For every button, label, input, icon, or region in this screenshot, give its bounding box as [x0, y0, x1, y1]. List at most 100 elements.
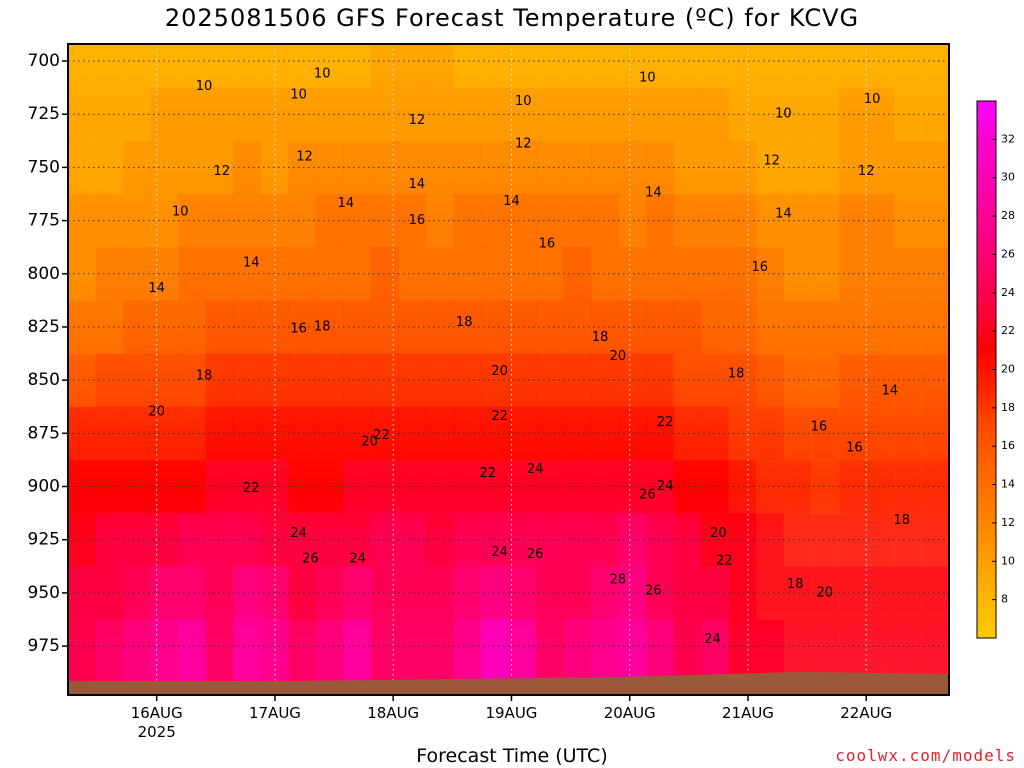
y-tick-label: 700 [28, 51, 60, 71]
contour-label: 28 [610, 573, 627, 588]
y-tick-label: 850 [28, 370, 60, 390]
temperature-cell [398, 566, 427, 621]
temperature-cell [453, 140, 482, 195]
temperature-cell [646, 193, 675, 248]
temperature-cell [453, 513, 482, 567]
temperature-cell [811, 193, 840, 248]
temperature-cell [453, 566, 482, 621]
site-credit[interactable]: coolwx.com/models [835, 746, 1016, 765]
temperature-cell [233, 140, 262, 195]
temperature-cell [646, 87, 675, 142]
temperature-cell [921, 140, 949, 195]
contour-label: 12 [296, 149, 313, 164]
temperature-cell [205, 193, 234, 248]
temperature-cell [68, 44, 97, 89]
temperature-cell [233, 566, 262, 621]
contour-label: 14 [243, 256, 260, 271]
temperature-cell [728, 44, 757, 89]
temperature-cell [811, 513, 840, 567]
temperature-cell [233, 459, 262, 514]
temperature-cell [68, 247, 97, 301]
temperature-cell [288, 247, 317, 301]
temperature-cell [425, 140, 455, 195]
temperature-cell [701, 247, 730, 301]
temperature-cell [591, 193, 620, 248]
temperature-cell [453, 353, 482, 408]
temperature-cell [536, 140, 565, 195]
temperature-cell [315, 406, 344, 461]
temperature-cell [123, 459, 152, 514]
temperature-cell [205, 459, 234, 514]
temperature-cell [315, 353, 344, 408]
temperature-cell [811, 300, 840, 355]
contour-label: 24 [349, 551, 366, 566]
temperature-cell [150, 140, 179, 195]
temperature-cell [591, 44, 620, 89]
y-tick-label: 975 [28, 636, 60, 656]
temperature-cell [508, 353, 537, 408]
contour-label: 16 [409, 213, 426, 228]
temperature-cell [150, 566, 179, 621]
colorbar-tick-label: 24 [1001, 286, 1015, 299]
temperature-cell [233, 44, 262, 89]
temperature-cell [453, 44, 482, 89]
temperature-cell [425, 87, 455, 142]
temperature-cell [370, 87, 399, 142]
contour-label: 18 [314, 320, 331, 335]
temperature-cell [398, 513, 427, 567]
temperature-cell [646, 513, 675, 567]
temperature-cell [288, 140, 317, 195]
temperature-cell [508, 566, 537, 621]
temperature-cell [425, 300, 455, 355]
temperature-cell [370, 44, 399, 89]
temperature-cell [673, 300, 702, 355]
temperature-cell [260, 300, 289, 355]
temperature-cell [205, 44, 234, 89]
temperature-cell [811, 247, 840, 301]
chart-title: 2025081506 GFS Forecast Temperature (ºC)… [164, 4, 860, 32]
y-tick-label: 875 [28, 423, 60, 443]
x-tick-sublabel: 2025 [138, 723, 176, 741]
temperature-cell [150, 193, 179, 248]
temperature-cell [370, 300, 399, 355]
contour-label: 12 [858, 164, 875, 179]
contour-label: 20 [610, 349, 627, 364]
temperature-cell [673, 247, 702, 301]
temperature-cell [728, 87, 757, 142]
contour-label: 10 [172, 205, 189, 220]
temperature-cell [453, 459, 482, 514]
temperature-cell [68, 459, 97, 514]
contour-label: 16 [811, 419, 828, 434]
temperature-cell [398, 406, 427, 461]
temperature-cell [701, 566, 730, 621]
temperature-cell [178, 247, 207, 301]
plot-frame [67, 43, 950, 696]
temperature-cell [288, 566, 317, 621]
temperature-cell [673, 44, 702, 89]
temperature-cell [673, 193, 702, 248]
temperature-cell [370, 247, 399, 301]
temperature-cell [233, 247, 262, 301]
temperature-cell [646, 140, 675, 195]
temperature-cell [205, 300, 234, 355]
temperature-cell [563, 140, 592, 195]
temperature-cell [425, 566, 455, 621]
contour-label: 24 [491, 545, 508, 560]
temperature-cell [756, 44, 785, 89]
temperature-cell [646, 566, 675, 621]
contour-label: 14 [645, 185, 662, 200]
temperature-cell [205, 87, 234, 142]
temperature-cell [508, 300, 537, 355]
temperature-cell [480, 247, 510, 301]
temperature-cell [123, 406, 152, 461]
colorbar-tick-label: 26 [1001, 247, 1015, 260]
temperature-cell [260, 140, 289, 195]
temperature-cell [453, 193, 482, 248]
temperature-cell [866, 300, 895, 355]
temperature-cell [205, 566, 234, 621]
colorbar-tick-label: 30 [1001, 171, 1015, 184]
contour-label: 16 [752, 260, 769, 275]
temperature-cell [536, 300, 565, 355]
colorbar-tick-label: 14 [1001, 478, 1015, 491]
temperature-cell [921, 513, 949, 567]
